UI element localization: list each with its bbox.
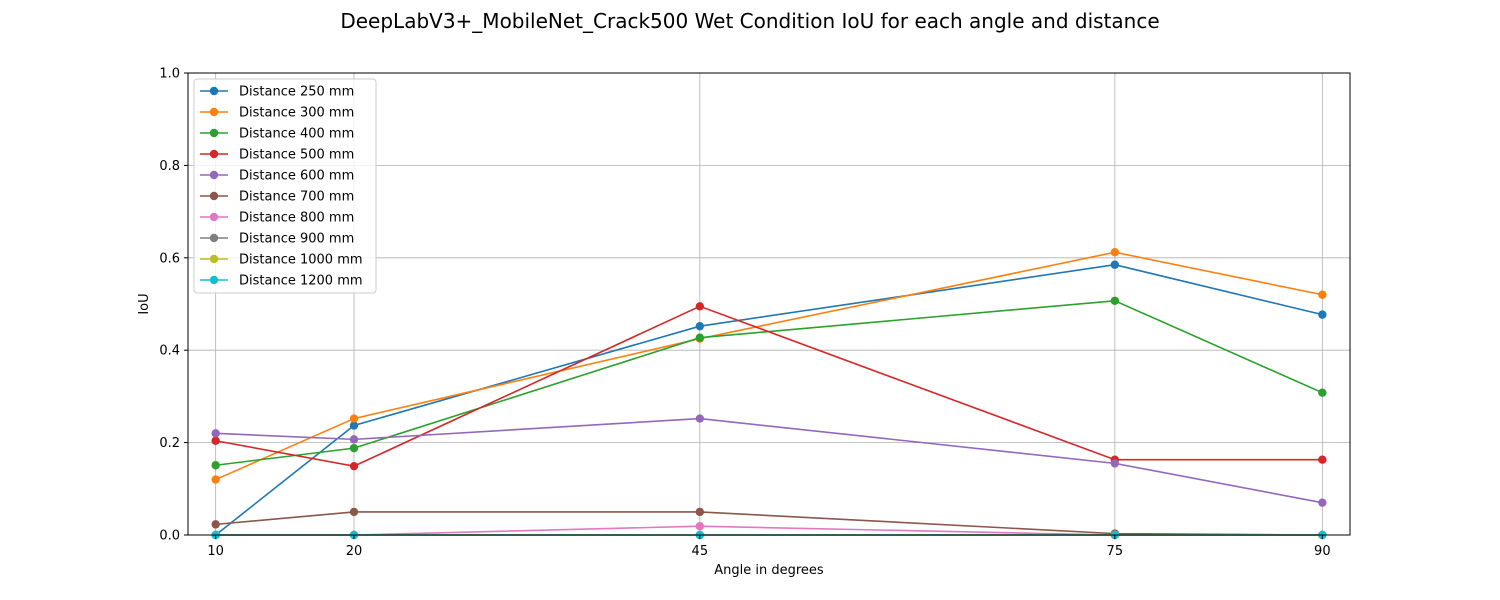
legend-marker: [209, 254, 219, 264]
series-line: [215, 305, 1323, 467]
legend-item: Distance 500 mm: [200, 148, 354, 163]
series: [211, 248, 1327, 484]
data-point: [695, 321, 705, 331]
series-line: [215, 511, 1323, 536]
legend-item: Distance 1000 mm: [200, 253, 363, 268]
legend-item: Distance 600 mm: [200, 169, 354, 184]
y-tick-label: 0.6: [159, 251, 180, 266]
data-point: [695, 302, 705, 311]
legend-marker: [209, 212, 219, 222]
legend-marker: [209, 275, 219, 285]
legend-marker: [209, 191, 219, 201]
series-line: [215, 251, 1323, 481]
y-tick-label: 0.2: [159, 436, 180, 451]
data-point: [211, 520, 220, 529]
legend-label: Distance 1000 mm: [239, 253, 363, 268]
legend-marker: [209, 107, 219, 117]
x-tick-label: 10: [207, 544, 224, 559]
legend-item: Distance 250 mm: [200, 85, 354, 100]
data-point: [1110, 248, 1120, 257]
data-point: [695, 507, 705, 517]
legend-label: Distance 1200 mm: [239, 274, 363, 289]
legend-label: Distance 600 mm: [239, 169, 354, 184]
data-point: [349, 461, 359, 471]
data-point: [1318, 290, 1327, 299]
data-point: [211, 475, 220, 484]
y-tick-label: 0.4: [159, 344, 180, 359]
legend-item: Distance 700 mm: [200, 190, 354, 205]
data-point: [1110, 260, 1120, 269]
legend-label: Distance 500 mm: [239, 148, 354, 163]
y-axis-label: IoU: [137, 293, 152, 314]
y-tick-label: 1.0: [159, 67, 180, 82]
legend-marker: [209, 128, 219, 138]
data-point: [1110, 296, 1120, 305]
data-point: [1110, 459, 1120, 468]
data-point: [349, 414, 359, 423]
series-line: [215, 299, 1323, 467]
data-point: [349, 443, 359, 453]
y-tick-label: 0.8: [159, 159, 180, 174]
data-point: [1318, 310, 1327, 319]
x-tick-label: 90: [1314, 544, 1331, 559]
legend-label: Distance 900 mm: [239, 232, 354, 247]
legend: Distance 250 mm Distance 300 mm Distance 4…: [193, 78, 377, 294]
data-point: [349, 421, 359, 430]
x-axis-label: Angle in degrees: [714, 563, 824, 578]
plot-frame: [187, 72, 1351, 536]
legend-item: Distance 400 mm: [200, 127, 354, 142]
data-point: [695, 414, 705, 423]
series: [211, 302, 1327, 471]
legend-item: Distance 900 mm: [200, 232, 354, 247]
series: [211, 296, 1327, 470]
series: [211, 414, 1327, 507]
legend-label: Distance 400 mm: [239, 127, 354, 142]
chart-title: DeepLabV3+_MobileNet_Crack500 Wet Condit…: [340, 9, 1159, 33]
data-point: [1318, 498, 1327, 507]
y-tick-label: 0.0: [159, 529, 180, 544]
legend-marker: [209, 170, 219, 180]
legend-marker: [209, 86, 219, 96]
legend-item: Distance 800 mm: [200, 211, 354, 226]
x-tick-label: 20: [346, 544, 363, 559]
legend-box: [193, 78, 377, 294]
data-point: [695, 333, 705, 342]
series-line: [215, 417, 1323, 504]
data-point: [211, 436, 220, 445]
data-point: [1318, 455, 1327, 464]
legend-label: Distance 800 mm: [239, 211, 354, 226]
legend-item: Distance 1200 mm: [200, 274, 363, 289]
data-point: [349, 435, 359, 444]
data-point: [1318, 388, 1327, 397]
data-point: [695, 522, 705, 531]
data-point: [349, 507, 359, 517]
x-tick-label: 75: [1107, 544, 1124, 559]
legend-marker: [209, 233, 219, 243]
legend-label: Distance 250 mm: [239, 85, 354, 100]
legend-label: Distance 300 mm: [239, 106, 354, 121]
legend-label: Distance 700 mm: [239, 190, 354, 205]
data-point: [211, 461, 220, 470]
legend-marker: [209, 149, 219, 159]
legend-item: Distance 300 mm: [200, 106, 354, 121]
data-point: [211, 429, 220, 438]
series-line: [215, 263, 1323, 536]
series: [211, 260, 1327, 540]
x-tick-label: 45: [692, 544, 709, 559]
series-layer: [211, 248, 1327, 540]
series: [211, 522, 1327, 540]
axis-ticks: 10 20 45 75 90 0.0 0.2 0.4 0.6 0.8 1.0: [159, 67, 1330, 560]
